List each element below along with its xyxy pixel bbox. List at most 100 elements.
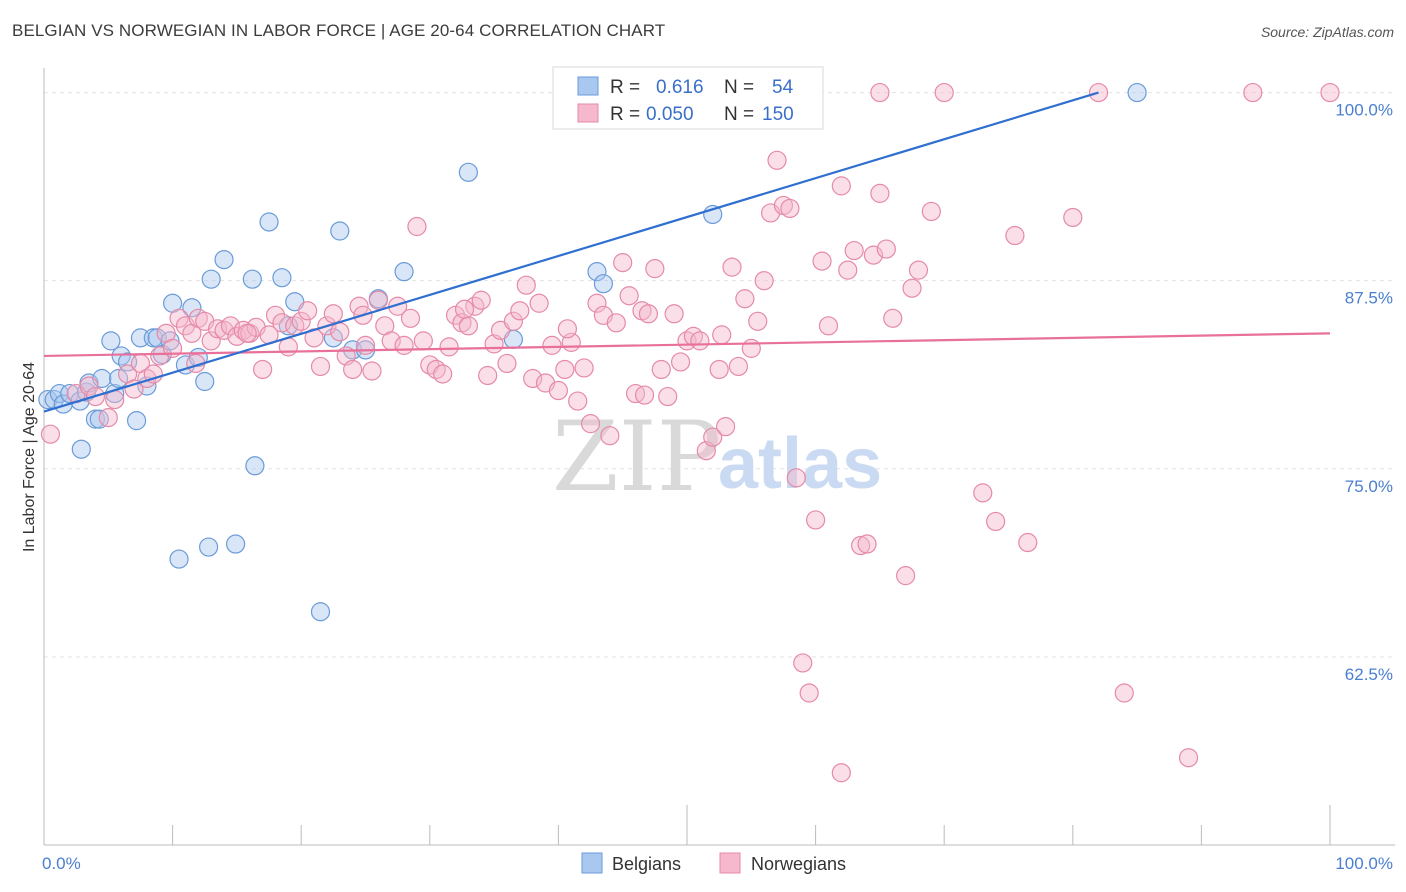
norwegian-point (548, 380, 569, 401)
legend: R = 0.616 N = 54 R = 0.050 N = 150 (552, 66, 824, 130)
norwegian-point (844, 240, 864, 261)
norwegian-point (658, 386, 678, 407)
norwegian-point (748, 311, 768, 331)
norwegian-point (851, 535, 871, 556)
norwegian-point (712, 325, 732, 345)
norwegian-point (896, 566, 916, 586)
norwegian-point (478, 365, 498, 386)
norwegian-point (857, 534, 877, 554)
norwegian-point (298, 301, 318, 321)
norwegian-point (638, 304, 659, 324)
norwegian-point (201, 331, 221, 351)
norwegian-point (793, 653, 813, 673)
belgian-point (242, 269, 262, 289)
belgian-point (201, 269, 221, 289)
legend-r-label-belgian: R = (610, 77, 640, 98)
norwegian-point (606, 313, 626, 333)
legend-r-label-norwegian: R = (610, 104, 640, 125)
belgian-point (245, 456, 265, 476)
norwegian-point (1018, 532, 1038, 553)
norwegian-point (400, 308, 421, 328)
norwegian-point (613, 253, 633, 273)
belgian-point (71, 439, 91, 459)
legend-n-value-belgian: 54 (772, 77, 794, 98)
y-tick-label: 87.5% (1345, 289, 1393, 308)
belgian-point (101, 331, 121, 351)
norwegian-trend-line (43, 332, 1331, 358)
chart-title: BELGIAN VS NORWEGIAN IN LABOR FORCE | AG… (12, 21, 666, 40)
norwegian-point (619, 286, 639, 306)
watermark: ZIP atlas (552, 401, 882, 513)
belgian-point (226, 534, 246, 554)
norwegian-point (237, 323, 257, 343)
belgian-point (214, 250, 234, 270)
norwegian-point (510, 301, 530, 321)
axes (43, 68, 1395, 846)
norwegian-point (703, 427, 723, 447)
norwegian-point (40, 424, 61, 444)
norwegian-point (986, 511, 1006, 532)
norwegian-point (79, 376, 99, 396)
norwegian-point (220, 316, 241, 336)
legend-n-value-norwegian: 150 (762, 104, 794, 125)
norwegian-point (831, 176, 851, 196)
norwegian-point (433, 364, 453, 384)
norwegian-point (805, 510, 826, 530)
norwegian-point (735, 289, 755, 309)
norwegian-point (838, 260, 858, 280)
norwegian-point (124, 379, 144, 399)
legend-swatch-belgian (577, 76, 599, 96)
norwegian-point (709, 359, 729, 380)
norwegian-point (799, 683, 819, 703)
norwegian-point (664, 304, 684, 324)
norwegian-point (818, 316, 839, 336)
belgian-point (195, 371, 215, 392)
norwegian-point (870, 82, 890, 103)
x-tick-label-max: 100.0% (1335, 854, 1393, 873)
norwegian-point (754, 271, 774, 291)
norwegian-point (105, 389, 125, 410)
norwegian-point (454, 299, 475, 319)
norwegian-point (1178, 748, 1199, 768)
norwegian-point (523, 368, 543, 389)
belgian-point (49, 383, 70, 404)
belgian-point (394, 262, 414, 282)
norwegian-point (439, 337, 459, 357)
belgian-point (199, 537, 219, 557)
norwegian-point (568, 391, 588, 411)
norwegian-point (728, 356, 749, 377)
norwegian-point (690, 331, 710, 351)
belgian-trend-line (43, 91, 1099, 413)
belgian-point (330, 221, 350, 241)
norwegian-point (651, 359, 671, 380)
chart-source: Source: ZipAtlas.com (1260, 24, 1394, 40)
norwegian-point (883, 308, 903, 328)
norwegian-point (876, 239, 896, 259)
legend-n-label-belgian: N = (724, 77, 754, 98)
norwegian-point (1005, 225, 1025, 246)
norwegian-point (767, 150, 787, 170)
norwegian-point (169, 308, 189, 328)
y-tick-label: 100.0% (1335, 101, 1393, 120)
norwegian-point (497, 353, 517, 374)
norwegian-point (503, 311, 523, 331)
y-tick-label: 75.0% (1345, 477, 1393, 496)
norwegian-point (265, 305, 286, 325)
norwegian-point (921, 201, 941, 222)
norwegian-point (670, 352, 691, 372)
norwegian-point (934, 82, 954, 103)
belgian-point (126, 411, 147, 431)
belgian-point (593, 274, 614, 294)
y-tick-labels: 62.5% 75.0% 87.5% 100.0% (1335, 101, 1393, 684)
legend-n-label-norwegian: N = (724, 104, 754, 125)
norwegian-point (715, 417, 736, 437)
belgian-point (169, 549, 189, 569)
norwegian-point (1114, 683, 1134, 703)
trend-lines (43, 91, 1331, 413)
bottom-legend-norwegians: Norwegians (751, 854, 846, 874)
norwegian-point (557, 319, 578, 339)
belgian-point (259, 212, 279, 232)
belgian-point (108, 368, 129, 389)
norwegian-point (741, 338, 761, 358)
